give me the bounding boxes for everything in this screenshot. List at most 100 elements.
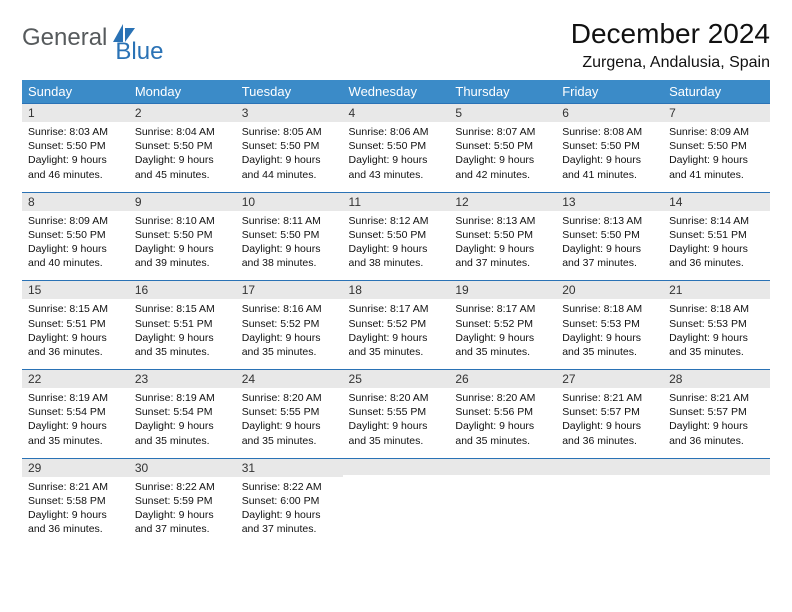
calendar-cell-empty (663, 458, 770, 546)
calendar-cell: 9Sunrise: 8:10 AMSunset: 5:50 PMDaylight… (129, 192, 236, 281)
weekday-header: Sunday (22, 80, 129, 104)
calendar-cell: 12 Sunrise: 8:13 AM Sunset: 5:50 PM Dayligh… (449, 192, 556, 281)
day-number: 12 (449, 193, 556, 211)
sunrise-line: Sunrise: 8:13 AM (455, 215, 535, 227)
day-number: 29 (22, 459, 129, 477)
day-number (556, 459, 663, 475)
sunrise-line: Sunrise: 8:09 AM (669, 126, 749, 138)
sunset-line: Sunset: 5:50 PM (135, 229, 213, 241)
sunrise-line: Sunrise: 8:13 AM (562, 215, 642, 227)
daylight-line: Daylight: 9 hours and 41 minutes. (669, 154, 748, 180)
calendar-cell: 15Sunrise: 8:15 AMSunset: 5:51 PMDayligh… (22, 281, 129, 370)
calendar-cell: 3Sunrise: 8:05 AMSunset: 5:50 PMDaylight… (236, 104, 343, 193)
calendar-cell: 19Sunrise: 8:17 AMSunset: 5:52 PMDayligh… (449, 281, 556, 370)
sunset-line: Sunset: 5:55 PM (349, 406, 427, 418)
day-body (343, 475, 450, 541)
day-number: 21 (663, 281, 770, 299)
sunrise-line: Sunrise: 8:05 AM (242, 126, 322, 138)
logo-text-general: General (22, 24, 107, 52)
daylight-line: Daylight: 9 hours and 35 minutes. (455, 332, 534, 358)
day-number: 23 (129, 370, 236, 388)
day-body: Sunrise: 8:17 AMSunset: 5:52 PMDaylight:… (449, 299, 556, 369)
month-title: December 2024 (571, 18, 770, 50)
day-body (556, 475, 663, 541)
sunset-line: Sunset: 6:00 PM (242, 495, 320, 507)
daylight-line: Daylight: 9 hours and 46 minutes. (28, 154, 107, 180)
day-body: Sunrise: 8:22 AMSunset: 5:59 PMDaylight:… (129, 477, 236, 547)
calendar-cell: 27Sunrise: 8:21 AMSunset: 5:57 PMDayligh… (556, 370, 663, 459)
daylight-line: Daylight: 9 hours and 35 minutes. (349, 332, 428, 358)
calendar-cell: 2Sunrise: 8:04 AMSunset: 5:50 PMDaylight… (129, 104, 236, 193)
day-number: 9 (129, 193, 236, 211)
sunrise-line: Sunrise: 8:20 AM (242, 392, 322, 404)
weekday-header: Wednesday (343, 80, 450, 104)
calendar-cell: 1Sunrise: 8:03 AMSunset: 5:50 PMDaylight… (22, 104, 129, 193)
calendar-cell: 10Sunrise: 8:11 AMSunset: 5:50 PMDayligh… (236, 192, 343, 281)
daylight-line: Daylight: 9 hours and 35 minutes. (562, 332, 641, 358)
daylight-line: Daylight: 9 hours and 36 minutes. (28, 509, 107, 535)
day-number: 30 (129, 459, 236, 477)
calendar-header-row: SundayMondayTuesdayWednesdayThursdayFrid… (22, 80, 770, 104)
day-number: 25 (343, 370, 450, 388)
weekday-header: Friday (556, 80, 663, 104)
day-body: Sunrise: 8:18 AMSunset: 5:53 PMDaylight:… (556, 299, 663, 369)
calendar-cell-empty (343, 458, 450, 546)
calendar-cell: 20Sunrise: 8:18 AMSunset: 5:53 PMDayligh… (556, 281, 663, 370)
daylight-line: Daylight: 9 hours and 35 minutes. (135, 332, 214, 358)
sunrise-line: Sunrise: 8:12 AM (349, 215, 429, 227)
calendar-cell: 11Sunrise: 8:12 AMSunset: 5:50 PMDayligh… (343, 192, 450, 281)
day-number: 22 (22, 370, 129, 388)
calendar-cell: 22Sunrise: 8:19 AMSunset: 5:54 PMDayligh… (22, 370, 129, 459)
day-body (449, 475, 556, 541)
daylight-line: Daylight: 9 hours and 37 minutes. (562, 243, 641, 269)
daylight-line: Daylight: 9 hours and 37 minutes. (135, 509, 214, 535)
day-number (449, 459, 556, 475)
day-number: 10 (236, 193, 343, 211)
day-body: Sunrise: 8:17 AMSunset: 5:52 PMDaylight:… (343, 299, 450, 369)
sunrise-line: Sunrise: 8:15 AM (135, 303, 215, 315)
daylight-line: Daylight: 9 hours and 35 minutes. (349, 420, 428, 446)
sunrise-line: Sunrise: 8:15 AM (28, 303, 108, 315)
sunrise-line: Sunrise: 8:17 AM (349, 303, 429, 315)
sunset-line: Sunset: 5:54 PM (135, 406, 213, 418)
daylight-line: Daylight: 9 hours and 45 minutes. (135, 154, 214, 180)
calendar-cell: 29Sunrise: 8:21 AMSunset: 5:58 PMDayligh… (22, 458, 129, 546)
logo-text-blue: Blue (115, 38, 163, 66)
sunset-line: Sunset: 5:50 PM (455, 140, 533, 152)
sunset-line: Sunset: 5:50 PM (135, 140, 213, 152)
day-number: 6 (556, 104, 663, 122)
sunset-line: Sunset: 5:50 PM (349, 140, 427, 152)
calendar-cell: 17Sunrise: 8:16 AMSunset: 5:52 PMDayligh… (236, 281, 343, 370)
sunset-line: Sunset: 5:50 PM (455, 229, 533, 241)
day-body: Sunrise: 8:08 AMSunset: 5:50 PMDaylight:… (556, 122, 663, 192)
sunset-line: Sunset: 5:58 PM (28, 495, 106, 507)
day-body: Sunrise: 8:15 AMSunset: 5:51 PMDaylight:… (22, 299, 129, 369)
sunset-line: Sunset: 5:57 PM (562, 406, 640, 418)
day-number: 4 (343, 104, 450, 122)
day-number: 7 (663, 104, 770, 122)
sunset-line: Sunset: 5:50 PM (242, 140, 320, 152)
sunrise-line: Sunrise: 8:19 AM (28, 392, 108, 404)
day-number: 3 (236, 104, 343, 122)
day-body: Sunrise: 8:20 AMSunset: 5:56 PMDaylight:… (449, 388, 556, 458)
day-number: 14 (663, 193, 770, 211)
daylight-line: Daylight: 9 hours and 36 minutes. (669, 243, 748, 269)
daylight-line: Daylight: 9 hours and 35 minutes. (242, 332, 321, 358)
day-number: 24 (236, 370, 343, 388)
sunrise-line: Sunrise: 8:17 AM (455, 303, 535, 315)
sunrise-line: Sunrise: 8:20 AM (349, 392, 429, 404)
day-number: 20 (556, 281, 663, 299)
calendar-cell: 8Sunrise: 8:09 AMSunset: 5:50 PMDaylight… (22, 192, 129, 281)
sunrise-line: Sunrise: 8:18 AM (669, 303, 749, 315)
calendar-cell: 23Sunrise: 8:19 AMSunset: 5:54 PMDayligh… (129, 370, 236, 459)
day-number: 13 (556, 193, 663, 211)
day-body: Sunrise: 8:16 AMSunset: 5:52 PMDaylight:… (236, 299, 343, 369)
location-subtitle: Zurgena, Andalusia, Spain (571, 54, 770, 72)
day-body: Sunrise: 8:13 AM Sunset: 5:50 PM Daylight:… (556, 211, 663, 281)
day-body: Sunrise: 8:21 AMSunset: 5:57 PMDaylight:… (663, 388, 770, 458)
daylight-line: Daylight: 9 hours and 37 minutes. (455, 243, 534, 269)
sunset-line: Sunset: 5:50 PM (562, 229, 640, 241)
day-body: Sunrise: 8:14 AMSunset: 5:51 PMDaylight:… (663, 211, 770, 281)
day-body: Sunrise: 8:11 AMSunset: 5:50 PMDaylight:… (236, 211, 343, 281)
calendar-cell: 4Sunrise: 8:06 AMSunset: 5:50 PMDaylight… (343, 104, 450, 193)
